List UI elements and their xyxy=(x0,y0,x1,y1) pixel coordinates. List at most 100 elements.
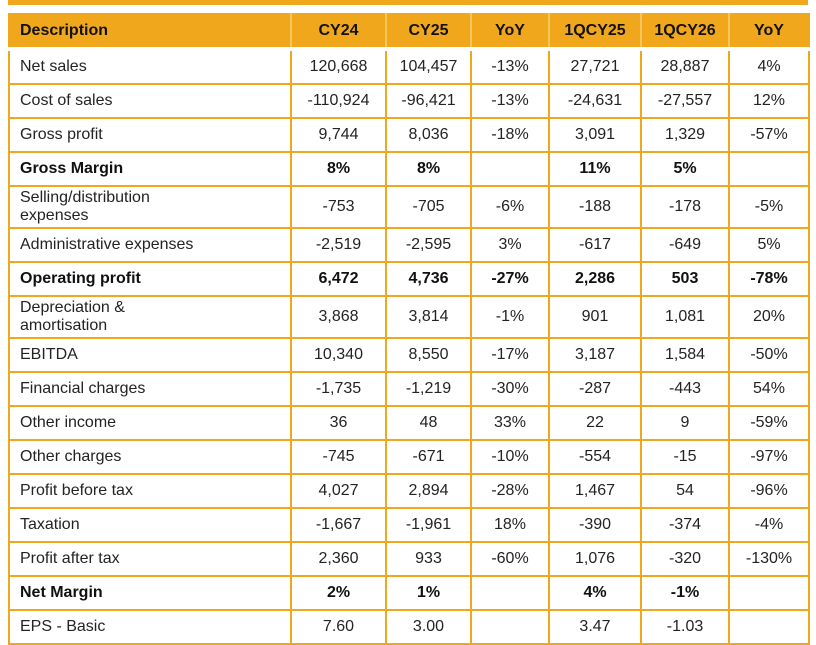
cell-value: 3.00 xyxy=(385,609,472,645)
cell-description: Selling/distribution expenses xyxy=(8,185,292,229)
column-header-cy24: CY24 xyxy=(290,14,386,51)
cell-value: -57% xyxy=(728,117,810,153)
cell-value: 933 xyxy=(385,541,472,577)
table-row: Taxation -1,667 -1,961 18% -390 -374 -4% xyxy=(8,507,810,543)
cell-value: 27,721 xyxy=(548,48,642,85)
column-header-cy25: CY25 xyxy=(385,14,471,51)
cell-value: 4,027 xyxy=(290,473,387,509)
cell-value: -1,735 xyxy=(290,371,387,407)
cell-description: Net sales xyxy=(8,48,292,85)
cell-value: 54% xyxy=(728,371,810,407)
cell-value: -2,595 xyxy=(385,227,472,263)
cell-value: -13% xyxy=(470,48,550,85)
cell-value: -1% xyxy=(640,575,730,611)
cell-value: -320 xyxy=(640,541,730,577)
cell-value: -24,631 xyxy=(548,83,642,119)
cell-value: -287 xyxy=(548,371,642,407)
cell-value: -705 xyxy=(385,185,472,229)
cell-value: 5% xyxy=(640,151,730,187)
cell-value: -745 xyxy=(290,439,387,475)
cell-value: -753 xyxy=(290,185,387,229)
cell-description: Cost of sales xyxy=(8,83,292,119)
cell-value: -13% xyxy=(470,83,550,119)
table-body: Net sales 120,668 104,457 -13% 27,721 28,887 4… xyxy=(8,48,810,645)
cell-description: Taxation xyxy=(8,507,292,543)
cell-value: -4% xyxy=(728,507,810,543)
cell-value xyxy=(470,609,550,645)
cell-description: Gross profit xyxy=(8,117,292,153)
cell-value: -1% xyxy=(470,295,550,339)
cell-description: Depreciation & amortisation xyxy=(8,295,292,339)
cell-value: -96% xyxy=(728,473,810,509)
cell-value: -188 xyxy=(548,185,642,229)
table-row: Net sales 120,668 104,457 -13% 27,721 28,887 4… xyxy=(8,48,810,85)
cell-value: 104,457 xyxy=(385,48,472,85)
cell-value: 2,360 xyxy=(290,541,387,577)
cell-value: -2,519 xyxy=(290,227,387,263)
cell-value: -443 xyxy=(640,371,730,407)
cell-description: Profit before tax xyxy=(8,473,292,509)
cell-value: -617 xyxy=(548,227,642,263)
cell-value: 9,744 xyxy=(290,117,387,153)
cell-value: 4% xyxy=(548,575,642,611)
cell-value: -17% xyxy=(470,337,550,373)
cell-value: 9 xyxy=(640,405,730,441)
cell-description: Profit after tax xyxy=(8,541,292,577)
cell-value: 10,340 xyxy=(290,337,387,373)
cell-description: Operating profit xyxy=(8,261,292,297)
cell-value: -96,421 xyxy=(385,83,472,119)
cell-value: -27,557 xyxy=(640,83,730,119)
table-row: Gross profit 9,744 8,036 -18% 3,091 1,329 -57% xyxy=(8,117,810,153)
cell-value: 120,668 xyxy=(290,48,387,85)
cell-value: -27% xyxy=(470,261,550,297)
cell-value: 3,187 xyxy=(548,337,642,373)
cell-value: -6% xyxy=(470,185,550,229)
cell-value xyxy=(728,609,810,645)
column-header-yoy-quarterly: YoY xyxy=(728,14,809,51)
cell-value: 8% xyxy=(290,151,387,187)
cell-value: 1,467 xyxy=(548,473,642,509)
table-row: Operating profit 6,472 4,736 -27% 2,286 503 -7… xyxy=(8,261,810,297)
cell-value: 1,584 xyxy=(640,337,730,373)
cell-value: -15 xyxy=(640,439,730,475)
cell-value: 2,286 xyxy=(548,261,642,297)
table-row: Other income 36 48 33% 22 9 -59% xyxy=(8,405,810,441)
cell-value: 3,814 xyxy=(385,295,472,339)
column-header-1qcy26: 1QCY26 xyxy=(640,14,729,51)
cell-value: -1,961 xyxy=(385,507,472,543)
table-row: Profit after tax 2,360 933 -60% 1,076 -320 -13… xyxy=(8,541,810,577)
cell-value: 28,887 xyxy=(640,48,730,85)
cell-value: -390 xyxy=(548,507,642,543)
cell-value: 48 xyxy=(385,405,472,441)
cell-value: -78% xyxy=(728,261,810,297)
cell-value: 3% xyxy=(470,227,550,263)
cell-value: -30% xyxy=(470,371,550,407)
cell-value: -18% xyxy=(470,117,550,153)
table-row: Depreciation & amortisation 3,868 3,814 -1%… xyxy=(8,295,810,339)
top-accent-bar xyxy=(8,0,808,5)
cell-value: -671 xyxy=(385,439,472,475)
cell-value: -554 xyxy=(548,439,642,475)
cell-value: 1,081 xyxy=(640,295,730,339)
cell-description: Other income xyxy=(8,405,292,441)
table-row: Profit before tax 4,027 2,894 -28% 1,467 54 -9… xyxy=(8,473,810,509)
cell-value: -110,924 xyxy=(290,83,387,119)
cell-description: EBITDA xyxy=(8,337,292,373)
column-header-description: Description xyxy=(8,14,291,51)
cell-description: Financial charges xyxy=(8,371,292,407)
cell-value: 6,472 xyxy=(290,261,387,297)
cell-value: 2,894 xyxy=(385,473,472,509)
cell-value: 3,868 xyxy=(290,295,387,339)
cell-value: 22 xyxy=(548,405,642,441)
table-row: EPS - Basic 7.60 3.00 3.47 -1.03 xyxy=(8,609,810,645)
cell-value: 11% xyxy=(548,151,642,187)
cell-value: 7.60 xyxy=(290,609,387,645)
cell-value: 36 xyxy=(290,405,387,441)
table-row: Cost of sales -110,924 -96,421 -13% -24,631-… xyxy=(8,83,810,119)
cell-value: 12% xyxy=(728,83,810,119)
cell-value: 4% xyxy=(728,48,810,85)
cell-value: -28% xyxy=(470,473,550,509)
table-row: Selling/distribution expenses -753 -705 -6%… xyxy=(8,185,810,229)
table-row: EBITDA 10,340 8,550 -17% 3,187 1,584 -50% xyxy=(8,337,810,373)
cell-value xyxy=(728,151,810,187)
